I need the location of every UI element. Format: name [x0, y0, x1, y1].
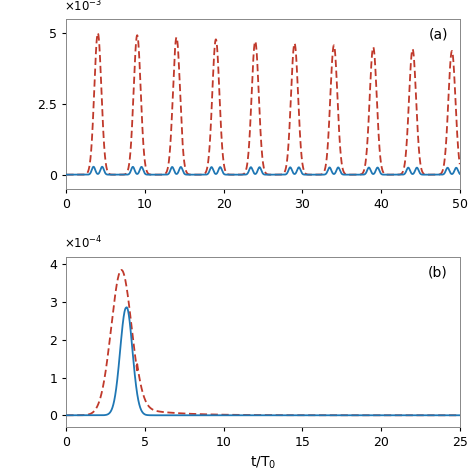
Text: $\times 10^{-3}$: $\times 10^{-3}$ [64, 0, 103, 14]
Text: (a): (a) [428, 27, 448, 41]
Text: $\times 10^{-4}$: $\times 10^{-4}$ [64, 235, 103, 252]
X-axis label: t/T$_0$: t/T$_0$ [250, 454, 276, 471]
Text: (b): (b) [428, 265, 448, 279]
